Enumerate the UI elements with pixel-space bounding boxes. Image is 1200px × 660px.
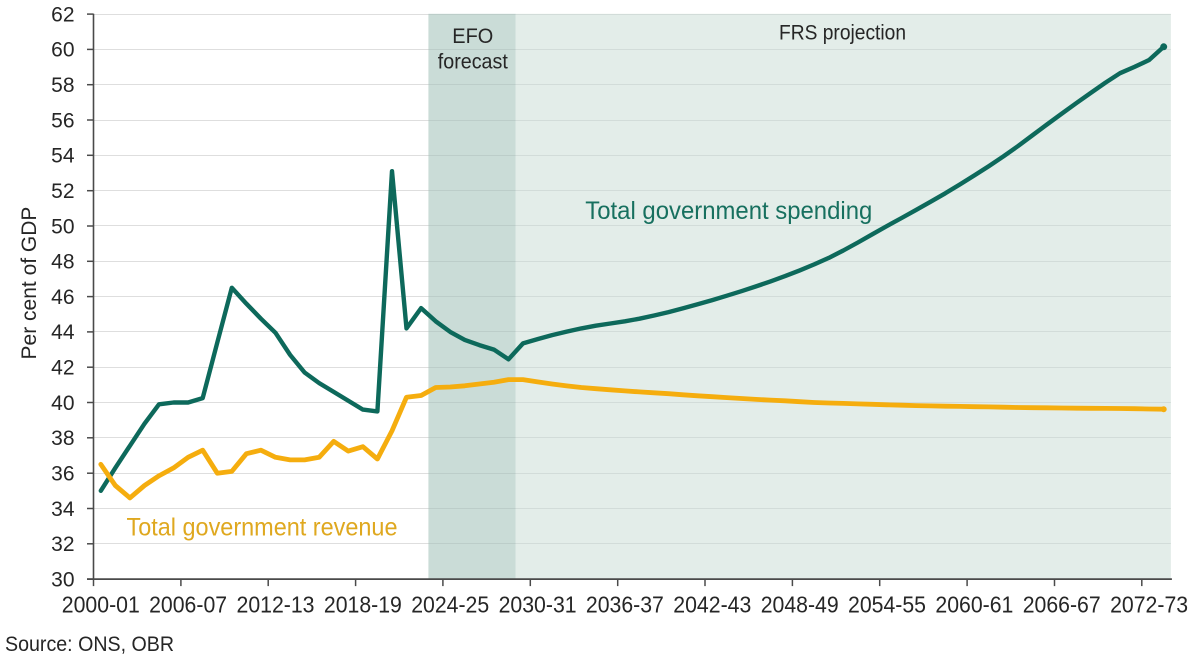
svg-text:2048-49: 2048-49 [761,592,839,618]
svg-text:36: 36 [51,463,74,486]
svg-text:Per cent of GDP: Per cent of GDP [18,207,41,360]
svg-text:56: 56 [51,109,74,132]
svg-text:40: 40 [51,392,74,415]
svg-text:62: 62 [51,3,74,26]
svg-text:46: 46 [51,286,74,309]
svg-text:2006-07: 2006-07 [149,592,227,618]
svg-text:58: 58 [51,74,74,97]
svg-text:Total government revenue: Total government revenue [127,514,398,542]
svg-text:2000-01: 2000-01 [62,592,140,618]
svg-text:52: 52 [51,180,74,203]
svg-text:42: 42 [51,357,74,380]
svg-text:38: 38 [51,427,74,450]
svg-text:2024-25: 2024-25 [411,592,489,618]
svg-text:2054-55: 2054-55 [848,592,926,618]
svg-text:Source: ONS, OBR: Source: ONS, OBR [5,632,174,656]
svg-text:FRS projection: FRS projection [779,22,906,45]
svg-text:2018-19: 2018-19 [324,592,402,618]
svg-text:44: 44 [51,321,75,344]
svg-text:EFO: EFO [452,25,493,48]
svg-text:34: 34 [51,498,75,521]
svg-text:2012-13: 2012-13 [237,592,315,618]
svg-text:54: 54 [51,145,75,168]
svg-text:32: 32 [51,533,74,556]
svg-text:2060-61: 2060-61 [935,592,1013,618]
svg-text:50: 50 [51,215,74,238]
svg-text:Total government spending: Total government spending [585,197,872,225]
svg-text:30: 30 [51,568,74,591]
svg-text:2072-73: 2072-73 [1110,592,1188,618]
svg-text:2030-31: 2030-31 [499,592,577,618]
svg-text:forecast: forecast [438,51,508,74]
svg-text:2042-43: 2042-43 [673,592,751,618]
svg-text:2036-37: 2036-37 [586,592,664,618]
svg-text:2066-67: 2066-67 [1023,592,1101,618]
svg-text:48: 48 [51,251,74,274]
svg-text:60: 60 [51,39,74,62]
